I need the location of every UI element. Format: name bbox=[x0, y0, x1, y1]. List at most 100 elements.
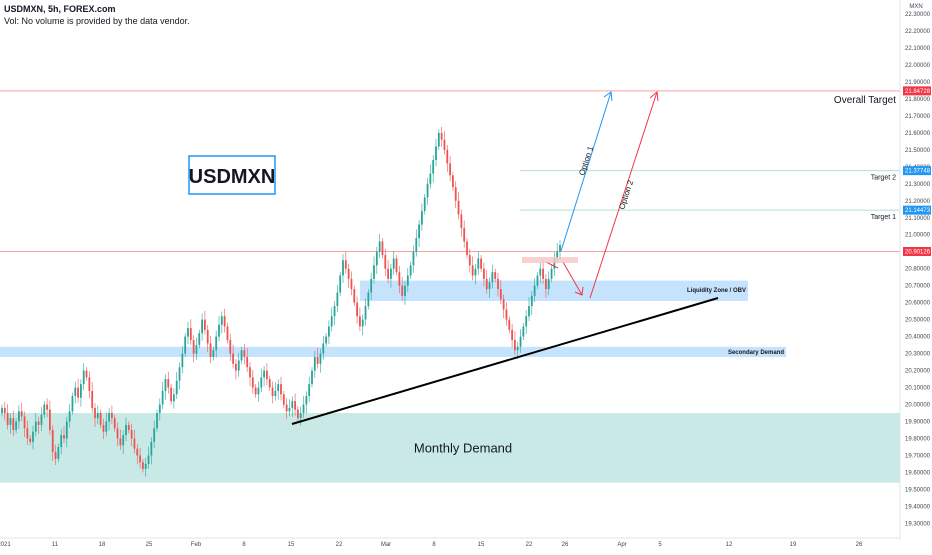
candle-body bbox=[60, 435, 63, 447]
candle-body bbox=[99, 413, 102, 425]
candle-body bbox=[505, 309, 508, 320]
label-layer: Option 1 Option 2 Liquidity Zone / OBV Se… bbox=[414, 95, 896, 456]
y-tick-label: 20.40000 bbox=[905, 335, 931, 341]
candle-body bbox=[274, 390, 277, 397]
candle-body bbox=[370, 278, 373, 293]
candle-body bbox=[452, 175, 454, 188]
candle-body bbox=[184, 336, 187, 354]
candle-body bbox=[359, 316, 361, 327]
candle-body bbox=[361, 319, 364, 327]
candle-body bbox=[480, 258, 482, 269]
y-tick-label: 21.00000 bbox=[905, 233, 931, 239]
candle-body bbox=[325, 336, 327, 344]
candle-body bbox=[353, 289, 356, 303]
candle-body bbox=[237, 360, 240, 371]
candle-body bbox=[147, 455, 150, 464]
vol-line: Vol: No volume is provided by the data v… bbox=[4, 16, 190, 26]
candle-body bbox=[108, 413, 110, 422]
resistance-box bbox=[522, 257, 578, 263]
y-tick-label: 19.70000 bbox=[905, 453, 931, 459]
candle-body bbox=[294, 401, 296, 410]
candle-body bbox=[485, 278, 488, 290]
candle-body bbox=[378, 241, 381, 252]
candle-body bbox=[246, 356, 249, 368]
candle-body bbox=[32, 431, 34, 442]
candle-body bbox=[398, 272, 401, 286]
candle-body bbox=[46, 404, 48, 410]
candle-body bbox=[460, 214, 463, 228]
option-1-label: Option 1 bbox=[577, 145, 595, 177]
candle-body bbox=[488, 282, 491, 290]
candle-body bbox=[260, 377, 263, 388]
y-tick-label: 21.90000 bbox=[905, 80, 931, 86]
x-tick-label: 8 bbox=[432, 542, 436, 548]
candle-body bbox=[192, 340, 195, 354]
candle-body bbox=[206, 329, 209, 344]
x-tick-label: 26 bbox=[562, 542, 569, 548]
candle-body bbox=[477, 258, 480, 269]
candle-body bbox=[367, 292, 370, 307]
candle-body bbox=[240, 350, 243, 361]
candle-body bbox=[336, 292, 339, 307]
target-2-label: Target 2 bbox=[871, 175, 896, 182]
time-axis[interactable]: 2021 11 18 25 Feb 8 15 22 Mar 8 15 22 26 Apr 5 12 19 26 bbox=[0, 537, 900, 548]
candle-body bbox=[116, 428, 119, 439]
candle-body bbox=[390, 268, 392, 279]
candle-body bbox=[266, 370, 268, 380]
candle-body bbox=[514, 340, 516, 351]
candle-body bbox=[282, 394, 285, 405]
candle-body bbox=[364, 306, 367, 320]
price-axis[interactable]: MXN 22.30000 22.20000 22.10000 22.00000 21.90… bbox=[899, 0, 932, 550]
candle-body bbox=[440, 132, 443, 140]
candle-body bbox=[418, 224, 420, 239]
candle-body bbox=[497, 278, 499, 290]
candle-body bbox=[43, 404, 46, 415]
candle-body bbox=[119, 438, 122, 446]
y-tick-label: 22.20000 bbox=[905, 29, 931, 35]
candle-body bbox=[125, 424, 127, 436]
candle-body bbox=[474, 268, 477, 276]
candle-body bbox=[209, 343, 212, 357]
x-tick-label: 26 bbox=[856, 542, 863, 548]
chart-title: USDMXN bbox=[189, 166, 276, 188]
candle-body bbox=[449, 163, 451, 176]
candle-body bbox=[122, 435, 125, 446]
candle-body bbox=[175, 380, 178, 395]
candle-body bbox=[553, 258, 556, 269]
x-tick-label: 22 bbox=[526, 542, 533, 548]
candle-body bbox=[373, 265, 375, 279]
candle-body bbox=[49, 409, 51, 431]
candle-body bbox=[502, 299, 505, 310]
candle-body bbox=[302, 404, 305, 414]
candle-body bbox=[519, 336, 522, 347]
candle-body bbox=[432, 160, 435, 174]
candle-body bbox=[409, 265, 412, 276]
option-2-arrow-down-head bbox=[574, 286, 584, 296]
y-tick-label: 20.20000 bbox=[905, 369, 931, 375]
candle-body bbox=[153, 428, 156, 442]
y-tick-label: 22.30000 bbox=[905, 12, 931, 18]
candle-body bbox=[150, 441, 153, 456]
x-tick-label: 5 bbox=[658, 542, 662, 548]
candle-body bbox=[437, 132, 440, 147]
candle-body bbox=[257, 387, 260, 395]
candle-body bbox=[229, 340, 232, 354]
candle-body bbox=[446, 149, 449, 164]
zone-label-secondary: Secondary Demand bbox=[728, 350, 784, 356]
y-tick-label: 20.70000 bbox=[905, 284, 931, 290]
candle-body bbox=[6, 413, 9, 425]
candle-body bbox=[15, 421, 17, 431]
x-tick-label: 15 bbox=[478, 542, 485, 548]
candle-body bbox=[212, 350, 215, 357]
trendline bbox=[291, 297, 719, 425]
candle-body bbox=[215, 336, 218, 351]
candle-body bbox=[525, 316, 528, 327]
candle-body bbox=[285, 404, 288, 412]
candle-body bbox=[37, 421, 40, 425]
candle-body bbox=[161, 390, 164, 405]
candle-body bbox=[243, 350, 246, 357]
y-tick-label: 20.00000 bbox=[905, 403, 931, 409]
target-1-label: Target 1 bbox=[871, 214, 896, 221]
candle-body bbox=[333, 306, 336, 317]
